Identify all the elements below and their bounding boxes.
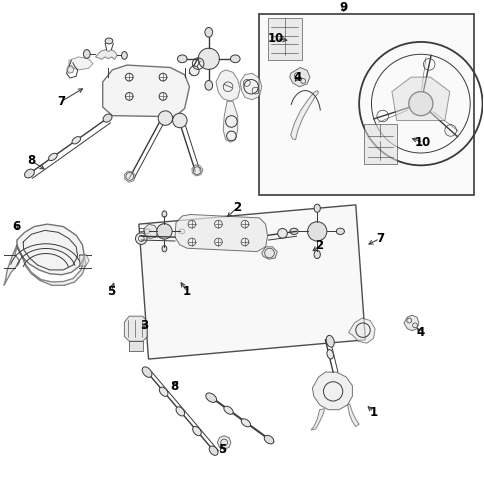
Circle shape — [189, 66, 199, 76]
Polygon shape — [95, 50, 117, 59]
Text: 7: 7 — [375, 232, 383, 245]
Text: 2: 2 — [315, 240, 323, 252]
Circle shape — [198, 48, 219, 69]
Ellipse shape — [121, 52, 127, 59]
Ellipse shape — [241, 419, 250, 427]
Text: 7: 7 — [58, 95, 66, 107]
Ellipse shape — [48, 153, 57, 161]
Ellipse shape — [326, 335, 333, 347]
Ellipse shape — [25, 169, 34, 178]
Polygon shape — [175, 214, 267, 252]
Polygon shape — [217, 436, 230, 449]
Text: 5: 5 — [218, 443, 226, 455]
Polygon shape — [347, 404, 359, 427]
Ellipse shape — [144, 229, 150, 234]
Ellipse shape — [204, 80, 212, 90]
Polygon shape — [403, 315, 418, 331]
Text: 8: 8 — [28, 155, 36, 167]
Circle shape — [307, 222, 326, 241]
Text: 10: 10 — [414, 136, 430, 148]
Ellipse shape — [178, 229, 184, 234]
Ellipse shape — [162, 211, 166, 217]
Polygon shape — [103, 65, 189, 117]
Polygon shape — [138, 205, 364, 359]
Circle shape — [135, 233, 147, 244]
Text: 2: 2 — [233, 201, 241, 214]
Polygon shape — [79, 254, 89, 266]
Ellipse shape — [105, 38, 113, 44]
Polygon shape — [240, 73, 261, 100]
Polygon shape — [267, 18, 302, 60]
Text: 9: 9 — [339, 1, 347, 13]
Circle shape — [277, 228, 287, 238]
Ellipse shape — [314, 204, 320, 212]
Ellipse shape — [209, 446, 217, 455]
Ellipse shape — [205, 393, 216, 402]
Circle shape — [172, 113, 187, 128]
Ellipse shape — [162, 245, 166, 252]
Polygon shape — [290, 91, 318, 140]
Text: 1: 1 — [369, 406, 377, 418]
Polygon shape — [66, 66, 74, 73]
Ellipse shape — [224, 406, 233, 414]
Polygon shape — [261, 247, 277, 259]
Text: 6: 6 — [12, 220, 20, 233]
Text: 3: 3 — [140, 319, 148, 332]
Ellipse shape — [176, 407, 184, 416]
Polygon shape — [363, 124, 396, 164]
Circle shape — [408, 92, 432, 116]
Polygon shape — [192, 165, 203, 176]
Polygon shape — [310, 409, 324, 430]
Text: 1: 1 — [182, 285, 191, 298]
Ellipse shape — [103, 114, 112, 122]
Text: 10: 10 — [268, 32, 284, 45]
Polygon shape — [124, 316, 147, 341]
Ellipse shape — [83, 50, 90, 58]
Polygon shape — [215, 70, 240, 101]
Polygon shape — [69, 57, 93, 70]
Polygon shape — [124, 171, 135, 182]
Ellipse shape — [204, 27, 212, 37]
Polygon shape — [391, 77, 449, 120]
Ellipse shape — [289, 228, 298, 235]
Polygon shape — [4, 245, 86, 285]
Ellipse shape — [177, 55, 187, 63]
Polygon shape — [312, 372, 352, 410]
Polygon shape — [129, 341, 142, 351]
Text: 4: 4 — [293, 71, 302, 83]
Ellipse shape — [192, 427, 201, 436]
Polygon shape — [289, 67, 309, 87]
Text: 5: 5 — [107, 285, 115, 298]
Polygon shape — [17, 224, 84, 275]
Circle shape — [158, 111, 172, 125]
Text: 4: 4 — [416, 326, 424, 339]
Bar — [259, 14, 473, 195]
Text: 8: 8 — [169, 380, 178, 393]
Ellipse shape — [326, 349, 333, 359]
Ellipse shape — [314, 251, 320, 258]
Polygon shape — [143, 224, 158, 239]
Ellipse shape — [335, 228, 344, 235]
Polygon shape — [223, 101, 237, 142]
Ellipse shape — [230, 55, 240, 63]
Ellipse shape — [159, 387, 167, 396]
Ellipse shape — [72, 136, 80, 144]
Ellipse shape — [264, 435, 273, 444]
Polygon shape — [348, 318, 374, 343]
Ellipse shape — [142, 367, 151, 377]
Circle shape — [156, 224, 172, 239]
